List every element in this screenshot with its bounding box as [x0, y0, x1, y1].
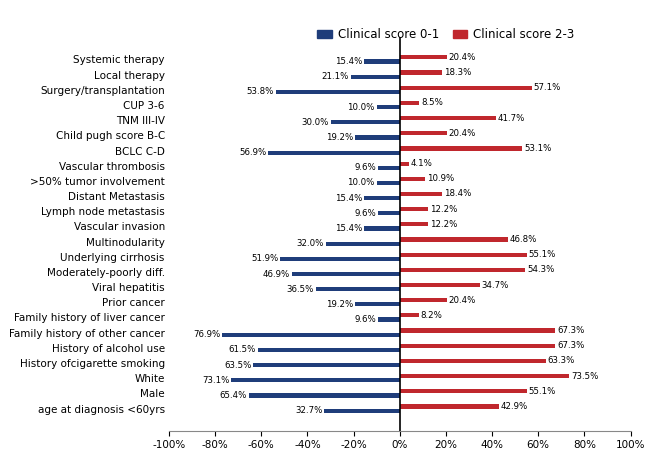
Text: 53.8%: 53.8%	[246, 88, 274, 96]
Bar	[315, 287, 400, 291]
Text: 20.4%: 20.4%	[448, 129, 476, 138]
Bar	[400, 207, 428, 211]
Bar	[400, 313, 419, 317]
Text: 18.4%: 18.4%	[444, 190, 471, 198]
Text: 20.4%: 20.4%	[448, 53, 476, 62]
Text: 53.1%: 53.1%	[524, 144, 551, 153]
Bar	[231, 378, 400, 382]
Text: 9.6%: 9.6%	[354, 209, 376, 218]
Text: 63.5%: 63.5%	[224, 360, 252, 370]
Text: 9.6%: 9.6%	[354, 163, 376, 172]
Text: 46.9%: 46.9%	[263, 270, 290, 278]
Bar	[400, 86, 532, 90]
Bar	[400, 222, 428, 227]
Text: 19.2%: 19.2%	[326, 300, 354, 309]
Bar	[249, 393, 400, 397]
Text: 19.2%: 19.2%	[326, 133, 354, 142]
Bar	[280, 257, 400, 261]
Bar	[378, 166, 400, 170]
Bar	[324, 409, 400, 413]
Text: 20.4%: 20.4%	[448, 296, 476, 305]
Text: 67.3%: 67.3%	[557, 326, 584, 335]
Bar	[378, 211, 400, 215]
Bar	[400, 404, 499, 409]
Text: 8.2%: 8.2%	[421, 311, 443, 320]
Text: 21.1%: 21.1%	[322, 72, 349, 81]
Text: 73.1%: 73.1%	[202, 376, 229, 385]
Bar	[400, 192, 442, 196]
Bar	[400, 161, 410, 166]
Bar	[400, 329, 555, 333]
Bar	[400, 101, 419, 105]
Bar	[364, 227, 400, 231]
Text: 56.9%: 56.9%	[239, 148, 266, 157]
Bar	[276, 90, 400, 94]
Text: 32.7%: 32.7%	[295, 406, 322, 415]
Bar	[400, 55, 447, 59]
Bar	[400, 131, 447, 135]
Text: 10.9%: 10.9%	[427, 174, 454, 183]
Text: 54.3%: 54.3%	[527, 265, 554, 274]
Text: 15.4%: 15.4%	[335, 224, 362, 233]
Text: 4.1%: 4.1%	[411, 159, 433, 168]
Text: 41.7%: 41.7%	[498, 114, 525, 123]
Text: 9.6%: 9.6%	[354, 315, 376, 324]
Bar	[400, 71, 442, 75]
Text: 76.9%: 76.9%	[193, 330, 220, 339]
Bar	[400, 146, 523, 151]
Bar	[378, 317, 400, 322]
Text: 46.8%: 46.8%	[510, 235, 537, 244]
Text: 51.9%: 51.9%	[251, 254, 278, 263]
Bar	[400, 374, 569, 378]
Text: 10.0%: 10.0%	[348, 178, 375, 188]
Text: 55.1%: 55.1%	[528, 387, 556, 396]
Text: 65.4%: 65.4%	[220, 391, 247, 400]
Bar	[364, 196, 400, 200]
Bar	[254, 363, 400, 367]
Bar	[351, 75, 400, 79]
Bar	[400, 283, 480, 287]
Text: 10.0%: 10.0%	[348, 102, 375, 111]
Bar	[364, 59, 400, 64]
Text: 42.9%: 42.9%	[500, 402, 528, 411]
Bar	[400, 177, 425, 181]
Bar	[400, 116, 496, 120]
Text: 36.5%: 36.5%	[286, 285, 314, 294]
Text: 15.4%: 15.4%	[335, 57, 362, 66]
Text: 15.4%: 15.4%	[335, 194, 362, 203]
Bar	[268, 151, 400, 155]
Bar	[400, 253, 527, 257]
Text: 12.2%: 12.2%	[430, 220, 457, 229]
Bar	[356, 302, 400, 307]
Bar	[400, 389, 527, 393]
Text: 67.3%: 67.3%	[557, 341, 584, 350]
Bar	[377, 181, 400, 185]
Bar	[400, 344, 555, 348]
Text: 61.5%: 61.5%	[229, 345, 256, 354]
Text: 8.5%: 8.5%	[421, 98, 443, 108]
Text: 12.2%: 12.2%	[430, 205, 457, 214]
Legend: Clinical score 0-1, Clinical score 2-3: Clinical score 0-1, Clinical score 2-3	[313, 24, 579, 46]
Bar	[400, 268, 525, 272]
Bar	[377, 105, 400, 109]
Text: 18.3%: 18.3%	[444, 68, 471, 77]
Bar	[400, 298, 447, 302]
Text: 55.1%: 55.1%	[528, 250, 556, 259]
Bar	[326, 241, 400, 246]
Text: 30.0%: 30.0%	[302, 118, 329, 127]
Bar	[400, 237, 508, 241]
Bar	[400, 359, 546, 363]
Bar	[222, 333, 400, 337]
Text: 34.7%: 34.7%	[482, 280, 509, 290]
Text: 32.0%: 32.0%	[296, 239, 324, 248]
Bar	[330, 120, 400, 124]
Text: 57.1%: 57.1%	[534, 83, 561, 92]
Bar	[292, 272, 400, 276]
Bar	[258, 348, 400, 352]
Bar	[356, 135, 400, 139]
Text: 73.5%: 73.5%	[571, 372, 599, 380]
Text: 63.3%: 63.3%	[548, 357, 575, 366]
